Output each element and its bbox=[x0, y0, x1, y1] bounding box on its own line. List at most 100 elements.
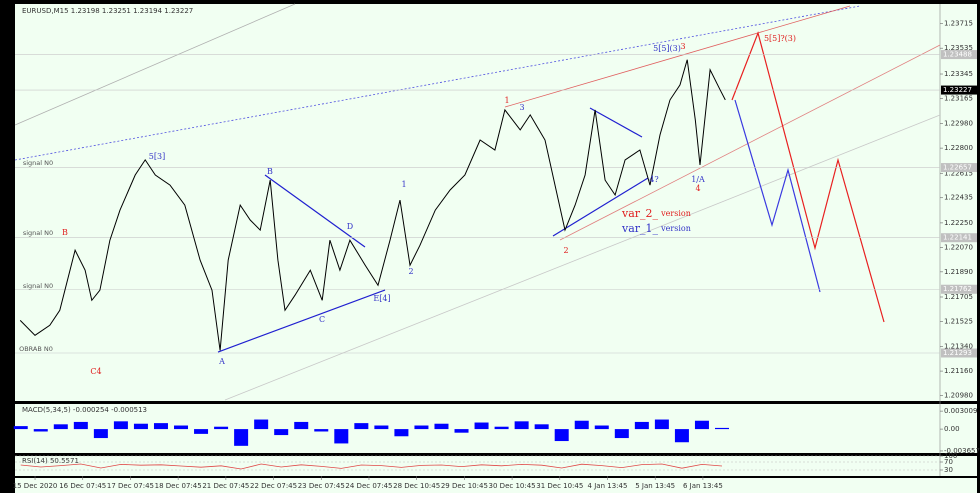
macd-bar bbox=[13, 426, 28, 430]
price-level-box bbox=[941, 163, 977, 173]
wave-label: var_2_ bbox=[621, 207, 659, 220]
x-tick-label: 6 Jan 13:45 bbox=[683, 482, 723, 490]
drawings bbox=[14, 3, 941, 401]
x-tick-label: 18 Dec 07:45 bbox=[155, 482, 202, 490]
macd-bar bbox=[153, 423, 168, 430]
macd-bar bbox=[194, 429, 209, 434]
y-tick-label: 1.21890 bbox=[944, 268, 973, 276]
x-tick-label: 23 Dec 07:45 bbox=[298, 482, 345, 490]
wave-label: C4 bbox=[90, 367, 101, 376]
macd-bar bbox=[674, 429, 689, 443]
macd-bar bbox=[414, 425, 429, 430]
price-level-label: 1.23488 bbox=[943, 51, 972, 59]
y-tick-label: 1.23535 bbox=[944, 44, 973, 52]
y-tick-label: 1.23715 bbox=[944, 20, 973, 28]
y-tick-label: 100 bbox=[944, 452, 957, 460]
macd-bar bbox=[214, 426, 229, 430]
wave-label: 4 bbox=[695, 184, 700, 193]
macd-bar bbox=[133, 423, 148, 430]
price-level-label: 1.21293 bbox=[943, 349, 972, 357]
price-line bbox=[19, 59, 726, 351]
y-tick-label: -0.003657 bbox=[944, 447, 980, 455]
y-tick-label: 0.003009 bbox=[944, 407, 977, 415]
price-level-label: 1.21762 bbox=[943, 285, 972, 293]
macd-bar bbox=[254, 419, 269, 430]
macd-bar bbox=[594, 425, 609, 430]
wave-label: C bbox=[319, 315, 325, 324]
price-level-box bbox=[941, 233, 977, 243]
macd-bar bbox=[274, 429, 289, 436]
macd-bar bbox=[53, 424, 68, 430]
macd-bar bbox=[654, 419, 669, 430]
y-tick-label: 1.23165 bbox=[944, 94, 973, 102]
y-tick-label: 1.23345 bbox=[944, 70, 973, 78]
chart-title: EURUSD,M15 1.23198 1.23251 1.23194 1.232… bbox=[22, 7, 193, 15]
x-tick-label: 30 Dec 10:45 bbox=[489, 482, 536, 490]
x-tick-label: 31 Dec 10:45 bbox=[536, 482, 583, 490]
macd-bar bbox=[294, 421, 309, 430]
projection-var-1 bbox=[734, 99, 821, 293]
wave-label: 2 bbox=[408, 267, 413, 276]
x-tick-label: 16 Dec 07:45 bbox=[59, 482, 106, 490]
trend-line bbox=[14, 5, 861, 161]
price-level-label: 1.22657 bbox=[943, 164, 972, 172]
trend-line bbox=[14, 3, 296, 126]
y-tick-label: 1.22250 bbox=[944, 219, 973, 227]
macd-bar bbox=[434, 423, 449, 430]
wave-label: 4? bbox=[649, 175, 658, 184]
wave-label: OBRAB N0 bbox=[19, 345, 53, 353]
wave-label: D bbox=[347, 222, 353, 231]
wave-label: 3 bbox=[680, 42, 685, 51]
wave-label: 3 bbox=[519, 103, 524, 112]
macd-bar bbox=[474, 422, 489, 430]
macd-bar bbox=[514, 421, 529, 430]
x-tick-label: 15 Dec 2020 bbox=[13, 482, 58, 490]
rsi-line bbox=[20, 463, 723, 470]
y-tick-label: 1.21340 bbox=[944, 343, 973, 351]
wave-label: version bbox=[660, 224, 691, 233]
y-tick-label: 1.22435 bbox=[944, 194, 973, 202]
macd-bar bbox=[234, 429, 249, 446]
macd-bar bbox=[634, 421, 649, 430]
macd-bar bbox=[694, 420, 709, 430]
rsi-panel bbox=[15, 456, 977, 476]
x-tick-label: 4 Jan 13:45 bbox=[588, 482, 628, 490]
triangle-line bbox=[589, 107, 643, 138]
x-tick-label: 28 Dec 10:45 bbox=[393, 482, 440, 490]
macd-bar bbox=[614, 429, 629, 439]
triangle-line bbox=[217, 289, 386, 353]
triangle-line bbox=[552, 177, 649, 237]
x-tick-label: 17 Dec 07:45 bbox=[107, 482, 154, 490]
triangle-line bbox=[264, 174, 366, 248]
price-level-box bbox=[941, 50, 977, 60]
y-tick-label: 1.20980 bbox=[944, 392, 973, 400]
y-tick-label: 1.22980 bbox=[944, 120, 973, 128]
macd-bar bbox=[334, 429, 349, 444]
wave-label: signal N0 bbox=[23, 229, 53, 237]
macd-bar bbox=[113, 421, 128, 430]
wave-label: var_1_ bbox=[621, 222, 659, 235]
wave-label: B bbox=[62, 228, 68, 237]
wave-label: B bbox=[267, 167, 273, 176]
wave-label: signal N0 bbox=[23, 282, 53, 290]
wave-label: 5[3] bbox=[149, 152, 165, 161]
price-level-box bbox=[941, 348, 977, 358]
time-axis bbox=[15, 478, 977, 493]
x-tick-label: 5 Jan 13:45 bbox=[635, 482, 675, 490]
x-tick-label: 22 Dec 07:45 bbox=[250, 482, 297, 490]
trend-line bbox=[559, 44, 941, 241]
x-tick-label: 24 Dec 07:45 bbox=[345, 482, 392, 490]
price-level-box bbox=[941, 85, 977, 95]
wave-label: 2 bbox=[563, 246, 568, 255]
macd-bar bbox=[534, 424, 549, 430]
y-tick-label: 1.21525 bbox=[944, 317, 973, 325]
macd-bar bbox=[394, 429, 409, 437]
macd-bar bbox=[174, 425, 189, 430]
wave-label: 1/A bbox=[691, 175, 705, 184]
price-panel bbox=[15, 4, 977, 401]
macd-bar bbox=[354, 423, 369, 430]
price-level-label: 1.23227 bbox=[943, 86, 972, 94]
wave-label: 5[5](3) bbox=[653, 44, 681, 53]
price-level-label: 1.22141 bbox=[943, 234, 972, 242]
y-tick-label: 0.00 bbox=[944, 425, 960, 433]
